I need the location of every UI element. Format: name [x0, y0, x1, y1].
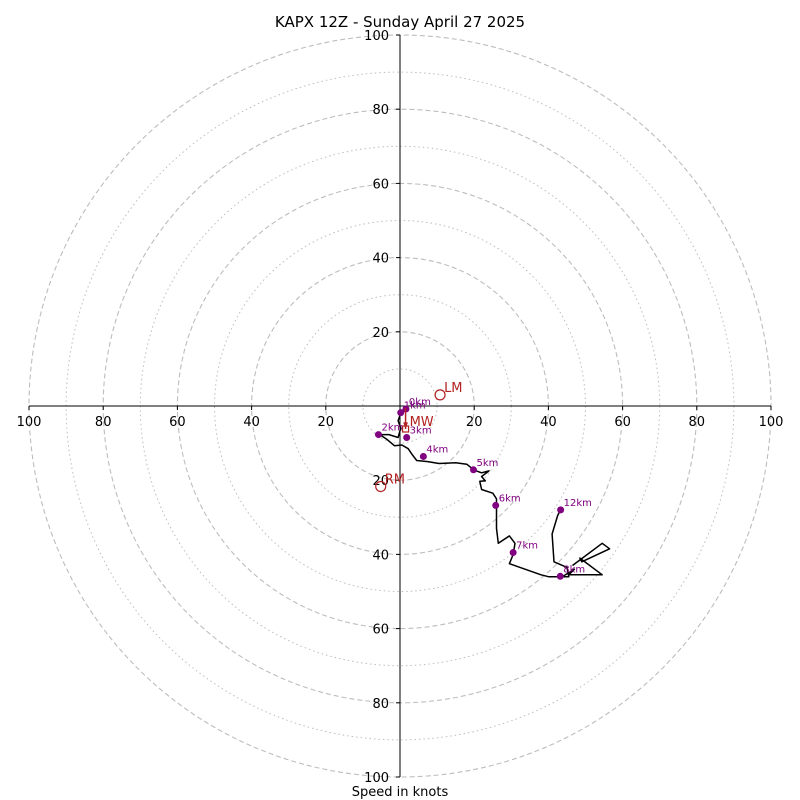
chart-title: KAPX 12Z - Sunday April 27 2025 [275, 13, 525, 31]
y-tick-label: 60 [372, 177, 389, 192]
y-tick-label: 80 [372, 103, 389, 118]
x-tick-label: 100 [17, 415, 42, 430]
height-marker-dot [397, 409, 405, 417]
height-marker-dot [509, 549, 517, 557]
hodograph-trace-line [378, 408, 570, 578]
height-marker-dot [557, 506, 565, 514]
height-marker-label: 8km [563, 564, 585, 575]
hodograph-trace [378, 408, 611, 579]
x-tick-label: 20 [318, 415, 335, 430]
height-marker-label: 1km [404, 401, 426, 412]
storm-motion-label: MW [410, 415, 434, 430]
x-tick-label: 60 [614, 415, 631, 430]
height-marker-dot [419, 452, 427, 460]
x-tick-label: 40 [540, 415, 557, 430]
height-marker-dot [492, 501, 500, 509]
hodograph-trace-upper-line [560, 542, 611, 579]
y-tick-label: 20 [372, 326, 389, 341]
axes [29, 35, 771, 777]
x-tick-label: 20 [466, 415, 483, 430]
storm-motion-label: LM [444, 381, 462, 396]
x-axis-label: Speed in knots [352, 785, 449, 800]
height-marker-label: 5km [476, 458, 498, 469]
height-marker-label: 4km [426, 444, 448, 455]
height-marker-dot [469, 466, 477, 474]
y-tick-label: 40 [372, 548, 389, 563]
x-tick-label: 80 [95, 415, 112, 430]
x-tick-label: 60 [169, 415, 186, 430]
storm-motion-marker [401, 425, 410, 433]
height-marker-dot [556, 572, 564, 580]
x-tick-label: 80 [689, 415, 706, 430]
storm-motion-markers: LM RM MW [375, 381, 463, 493]
height-marker-label: 7km [516, 541, 538, 552]
storm-motion-marker [434, 389, 446, 401]
storm-motion-marker [375, 480, 387, 493]
y-tick-label: 80 [372, 697, 389, 712]
height-marker-dot [374, 431, 382, 439]
height-marker-label: 2km [381, 423, 403, 434]
height-marker-label: 12km [564, 498, 592, 509]
y-tick-label: 60 [372, 623, 389, 638]
y-tick-label: 100 [364, 29, 389, 44]
x-tick-label: 100 [759, 415, 784, 430]
y-tick-label: 40 [372, 252, 389, 267]
x-tick-label: 40 [243, 415, 260, 430]
height-marker-label: 6km [499, 493, 521, 504]
y-tick-label: 100 [364, 771, 389, 786]
storm-motion-label: RM [385, 473, 405, 488]
height-marker-label: 3km [410, 426, 432, 437]
height-marker-dot [403, 434, 411, 442]
height-marker-label: 0km [409, 397, 431, 408]
